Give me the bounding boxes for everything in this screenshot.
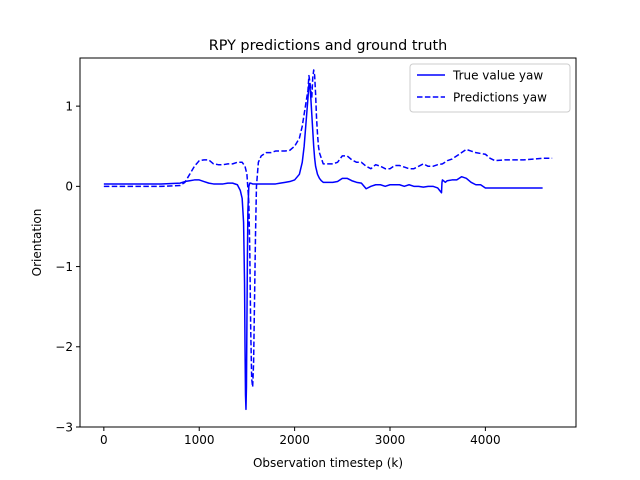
series-layer	[103, 69, 553, 411]
legend-label-true-yaw: True value yaw	[452, 69, 543, 83]
x-tick-label-4000: 4000	[470, 433, 501, 447]
x-tick-label-3000: 3000	[375, 433, 406, 447]
series-line-predictions-yaw	[103, 69, 553, 388]
y-tick-label-1: 1	[65, 99, 73, 113]
x-tick-label-0: 0	[100, 433, 108, 447]
x-tick-label-1000: 1000	[184, 433, 215, 447]
y-tick-label--1: −1	[55, 260, 73, 274]
legend: True value yaw Predictions yaw	[409, 63, 571, 113]
plot-area	[79, 57, 577, 428]
y-tick-label--2: −2	[55, 340, 73, 354]
y-tick-label-0: 0	[65, 180, 73, 194]
y-axis-label: Orientation	[30, 209, 44, 277]
legend-label-predictions-yaw: Predictions yaw	[453, 91, 547, 105]
x-axis-ticks: 0 1000 2000 3000 4000	[100, 427, 501, 447]
chart-title: RPY predictions and ground truth	[209, 38, 448, 54]
axes-frame	[79, 57, 577, 428]
y-tick-label--3: −3	[55, 420, 73, 434]
legend-box	[409, 63, 571, 113]
series-line-true-yaw	[103, 82, 543, 411]
x-tick-label-2000: 2000	[279, 433, 310, 447]
x-axis-label: Observation timestep (k)	[253, 456, 403, 470]
y-axis-ticks: −3 −2 −1 0 1	[55, 99, 80, 434]
